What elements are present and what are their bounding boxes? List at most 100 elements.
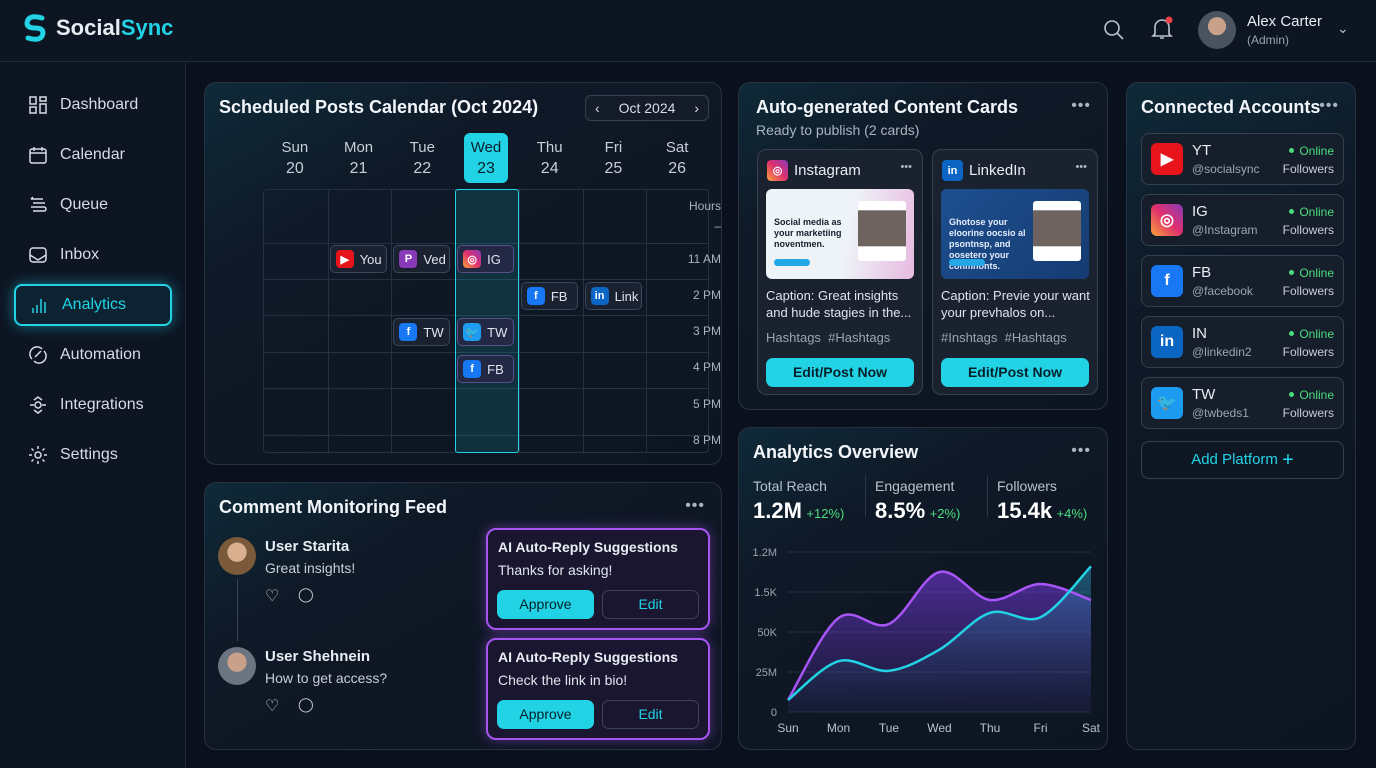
day-number: 25 bbox=[604, 160, 623, 177]
day-header-tue[interactable]: Tue 22 bbox=[400, 133, 444, 183]
account-in[interactable]: in IN @linkedin2 Online Followers bbox=[1141, 316, 1344, 368]
sidebar-item-automation[interactable]: Automation bbox=[14, 334, 172, 376]
ig-logo-icon: ◎ bbox=[463, 250, 482, 268]
comment-feed-panel: Comment Monitoring Feed ••• User Starita… bbox=[204, 482, 722, 750]
account-handle: @socialsync bbox=[1192, 162, 1260, 176]
ai-reply-suggestion-card: AI Auto-Reply Suggestions Thanks for aski… bbox=[486, 528, 710, 630]
scheduled-post[interactable]: in Link bbox=[584, 282, 642, 310]
scheduled-post[interactable]: ◎ IG bbox=[457, 245, 515, 273]
sidebar-item-dashboard[interactable]: Dashboard bbox=[14, 84, 172, 126]
grid-row-line bbox=[264, 388, 708, 389]
prev-month-button[interactable]: ‹ bbox=[595, 100, 600, 116]
day-header-mon[interactable]: Mon 21 bbox=[337, 133, 381, 183]
account-fb[interactable]: f FB @facebook Online Followers bbox=[1141, 255, 1344, 307]
analytics-chart: 0 25M 50K 1.5K 1.2M Sun Mon Tue Wed Thu Fri Sat bbox=[753, 547, 1101, 735]
day-header-sat[interactable]: Sat 26 bbox=[655, 133, 699, 183]
day-header-sun[interactable]: Sun 20 bbox=[273, 133, 317, 183]
sidebar-item-inbox[interactable]: Inbox bbox=[14, 234, 172, 276]
plus-icon: + bbox=[1282, 449, 1294, 471]
day-header-fri[interactable]: Fri 25 bbox=[591, 133, 635, 183]
stat-value-group: 1.2M +12%) bbox=[753, 498, 844, 524]
account-ig[interactable]: ◎ IG @Instagram Online Followers bbox=[1141, 194, 1344, 246]
more-options-icon[interactable]: ••• bbox=[1071, 97, 1091, 114]
commenter-avatar[interactable] bbox=[218, 537, 256, 575]
day-header-thu[interactable]: Thu 24 bbox=[528, 133, 572, 183]
comment-text: How to get access? bbox=[265, 670, 388, 686]
scheduled-post[interactable]: P Ved bbox=[393, 245, 451, 273]
sidebar-item-integrations[interactable]: Integrations bbox=[14, 384, 172, 426]
status-badge: Online bbox=[1289, 266, 1334, 280]
stat-divider bbox=[865, 475, 866, 517]
online-dot-icon bbox=[1289, 270, 1295, 275]
approve-button[interactable]: Approve bbox=[497, 700, 594, 729]
more-options-icon[interactable]: ••• bbox=[1075, 161, 1087, 173]
top-header: SocialSync Alex Carter (Admin) ⌄ bbox=[0, 0, 1376, 62]
user-avatar[interactable] bbox=[1198, 11, 1236, 49]
approve-button[interactable]: Approve bbox=[497, 590, 594, 619]
x-tick-label: Mon bbox=[827, 721, 850, 735]
account-handle: @Instagram bbox=[1192, 223, 1258, 237]
preview-photo bbox=[1033, 201, 1081, 261]
scheduled-post[interactable]: 🐦 TW bbox=[457, 318, 515, 346]
y-tick-label: 1.5K bbox=[754, 587, 777, 599]
like-heart-icon[interactable]: ♡ bbox=[265, 698, 280, 715]
post-label: FB bbox=[550, 288, 568, 304]
day-name: Sun bbox=[281, 139, 309, 156]
reply-suggestion-title: AI Auto-Reply Suggestions bbox=[498, 649, 678, 665]
hour-label: 2 PM bbox=[692, 288, 721, 302]
edit-post-now-button[interactable]: Edit/Post Now bbox=[766, 358, 914, 387]
day-number: 22 bbox=[413, 160, 432, 177]
stat-delta: +2%) bbox=[929, 506, 961, 521]
card-caption: Caption: Great insights and hude stagies… bbox=[766, 288, 912, 320]
card-platform-name: Instagram bbox=[794, 162, 861, 179]
account-tw[interactable]: 🐦 TW @twbeds1 Online Followers bbox=[1141, 377, 1344, 429]
edit-post-now-button[interactable]: Edit/Post Now bbox=[941, 358, 1089, 387]
grid-col-line bbox=[646, 190, 648, 452]
chevron-down-icon[interactable]: ⌄ bbox=[1337, 20, 1349, 36]
more-options-icon[interactable]: ••• bbox=[900, 161, 912, 173]
notification-bell-icon[interactable] bbox=[1150, 16, 1174, 42]
day-header-wed[interactable]: Wed 23 bbox=[464, 133, 508, 183]
next-month-button[interactable]: › bbox=[694, 100, 699, 116]
commenter-avatar[interactable] bbox=[218, 647, 256, 685]
month-picker: ‹ Oct 2024 › bbox=[585, 95, 709, 121]
scheduled-post[interactable]: f TW bbox=[393, 318, 451, 346]
sidebar-item-queue[interactable]: Queue bbox=[14, 184, 172, 226]
add-platform-label: Add Platform bbox=[1191, 451, 1278, 468]
add-platform-button[interactable]: Add Platform + bbox=[1141, 441, 1344, 479]
more-options-icon[interactable]: ••• bbox=[685, 497, 705, 514]
day-name: Thu bbox=[536, 139, 563, 156]
account-yt[interactable]: ▶ YT @socialsync Online Followers bbox=[1141, 133, 1344, 185]
grid-col-line bbox=[391, 190, 393, 452]
thread-line bbox=[237, 579, 238, 641]
sidebar-item-calendar[interactable]: Calendar bbox=[14, 134, 172, 176]
followers-label: Followers bbox=[1282, 162, 1334, 176]
day-number: 20 bbox=[285, 160, 304, 177]
scheduled-post[interactable]: f FB bbox=[457, 355, 515, 383]
card-hashtags: #Inshtags #Hashtags bbox=[941, 330, 1067, 345]
post-label: TW bbox=[423, 324, 444, 340]
post-preview-image: Ghotose your eloorine oocsio al psontnsp… bbox=[941, 189, 1089, 279]
sidebar-item-label: Settings bbox=[60, 446, 118, 463]
like-heart-icon[interactable]: ♡ bbox=[265, 588, 280, 605]
fb-logo-icon: f bbox=[1151, 265, 1183, 297]
more-options-icon[interactable]: ••• bbox=[1319, 97, 1339, 114]
comment-text: Great insights! bbox=[265, 560, 356, 576]
search-icon[interactable] bbox=[1103, 19, 1125, 41]
y-tick-label: 1.2M bbox=[753, 547, 777, 559]
edit-reply-button[interactable]: Edit bbox=[602, 700, 699, 729]
more-options-icon[interactable]: ••• bbox=[1071, 442, 1091, 459]
edit-reply-button[interactable]: Edit bbox=[602, 590, 699, 619]
scheduled-post[interactable]: f FB bbox=[520, 282, 578, 310]
reply-comment-icon[interactable]: ◯ bbox=[298, 696, 314, 712]
app-logo[interactable]: SocialSync bbox=[22, 12, 173, 44]
inbox-icon bbox=[29, 247, 47, 263]
followers-label: Followers bbox=[1282, 223, 1334, 237]
scheduled-post[interactable]: ▶ You bbox=[329, 245, 387, 273]
reply-comment-icon[interactable]: ◯ bbox=[298, 586, 314, 602]
status-badge: Online bbox=[1289, 205, 1334, 219]
grid-col-line bbox=[582, 190, 584, 452]
x-tick-label: Sat bbox=[1082, 721, 1101, 735]
sidebar-item-settings[interactable]: Settings bbox=[14, 434, 172, 476]
sidebar-item-analytics[interactable]: Analytics bbox=[14, 284, 172, 326]
